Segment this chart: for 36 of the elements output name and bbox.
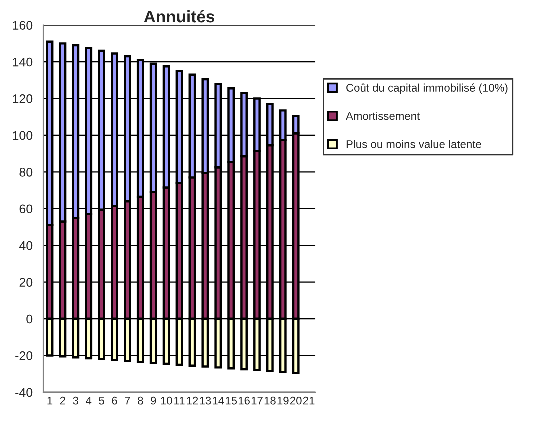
x-tick-label: 9 xyxy=(151,396,156,405)
legend-label: Coût du capital immobilisé (10%) xyxy=(346,84,508,94)
y-tick-label: 120 xyxy=(13,94,33,104)
y-tick-label: 60 xyxy=(20,204,33,214)
x-tick-label: 10 xyxy=(161,396,172,405)
y-tick-label: 100 xyxy=(13,131,33,140)
y-tick-label: -40 xyxy=(16,388,33,398)
x-tick-label: 8 xyxy=(138,396,144,405)
y-tick-label: 160 xyxy=(13,21,33,30)
x-tick-label: 13 xyxy=(200,396,212,405)
y-tick-label: 0 xyxy=(26,314,33,324)
x-tick-label: 16 xyxy=(238,396,250,405)
x-tick-label: 2 xyxy=(60,396,66,405)
legend-label: Plus ou moins value latente xyxy=(346,140,482,148)
y-tick-label: 80 xyxy=(20,168,33,177)
x-tick-label: 15 xyxy=(226,397,238,405)
x-tick-label: 1 xyxy=(48,397,53,405)
x-tick-label: 14 xyxy=(213,397,224,405)
y-tick-label: -20 xyxy=(16,352,33,360)
x-tick-label: 20 xyxy=(290,396,302,405)
y-tick-label: 40 xyxy=(19,241,33,250)
x-tick-label: 12 xyxy=(187,396,198,405)
x-tick-label: 4 xyxy=(86,397,92,405)
x-tick-label: 3 xyxy=(73,396,79,405)
legend-label: Amortissement xyxy=(346,112,420,120)
x-tick-label: 5 xyxy=(99,397,104,405)
x-tick-label: 21 xyxy=(303,396,315,405)
y-tick-label: 140 xyxy=(13,58,33,67)
x-tick-label: 18 xyxy=(264,396,276,405)
x-tick-label: 11 xyxy=(174,397,185,405)
x-tick-label: 6 xyxy=(112,396,118,405)
chart-title: Annuités xyxy=(144,10,214,23)
x-tick-label: 17 xyxy=(252,397,263,405)
y-tick-label: 20 xyxy=(20,278,33,287)
x-tick-label: 19 xyxy=(278,396,289,405)
x-tick-label: 7 xyxy=(125,397,130,405)
